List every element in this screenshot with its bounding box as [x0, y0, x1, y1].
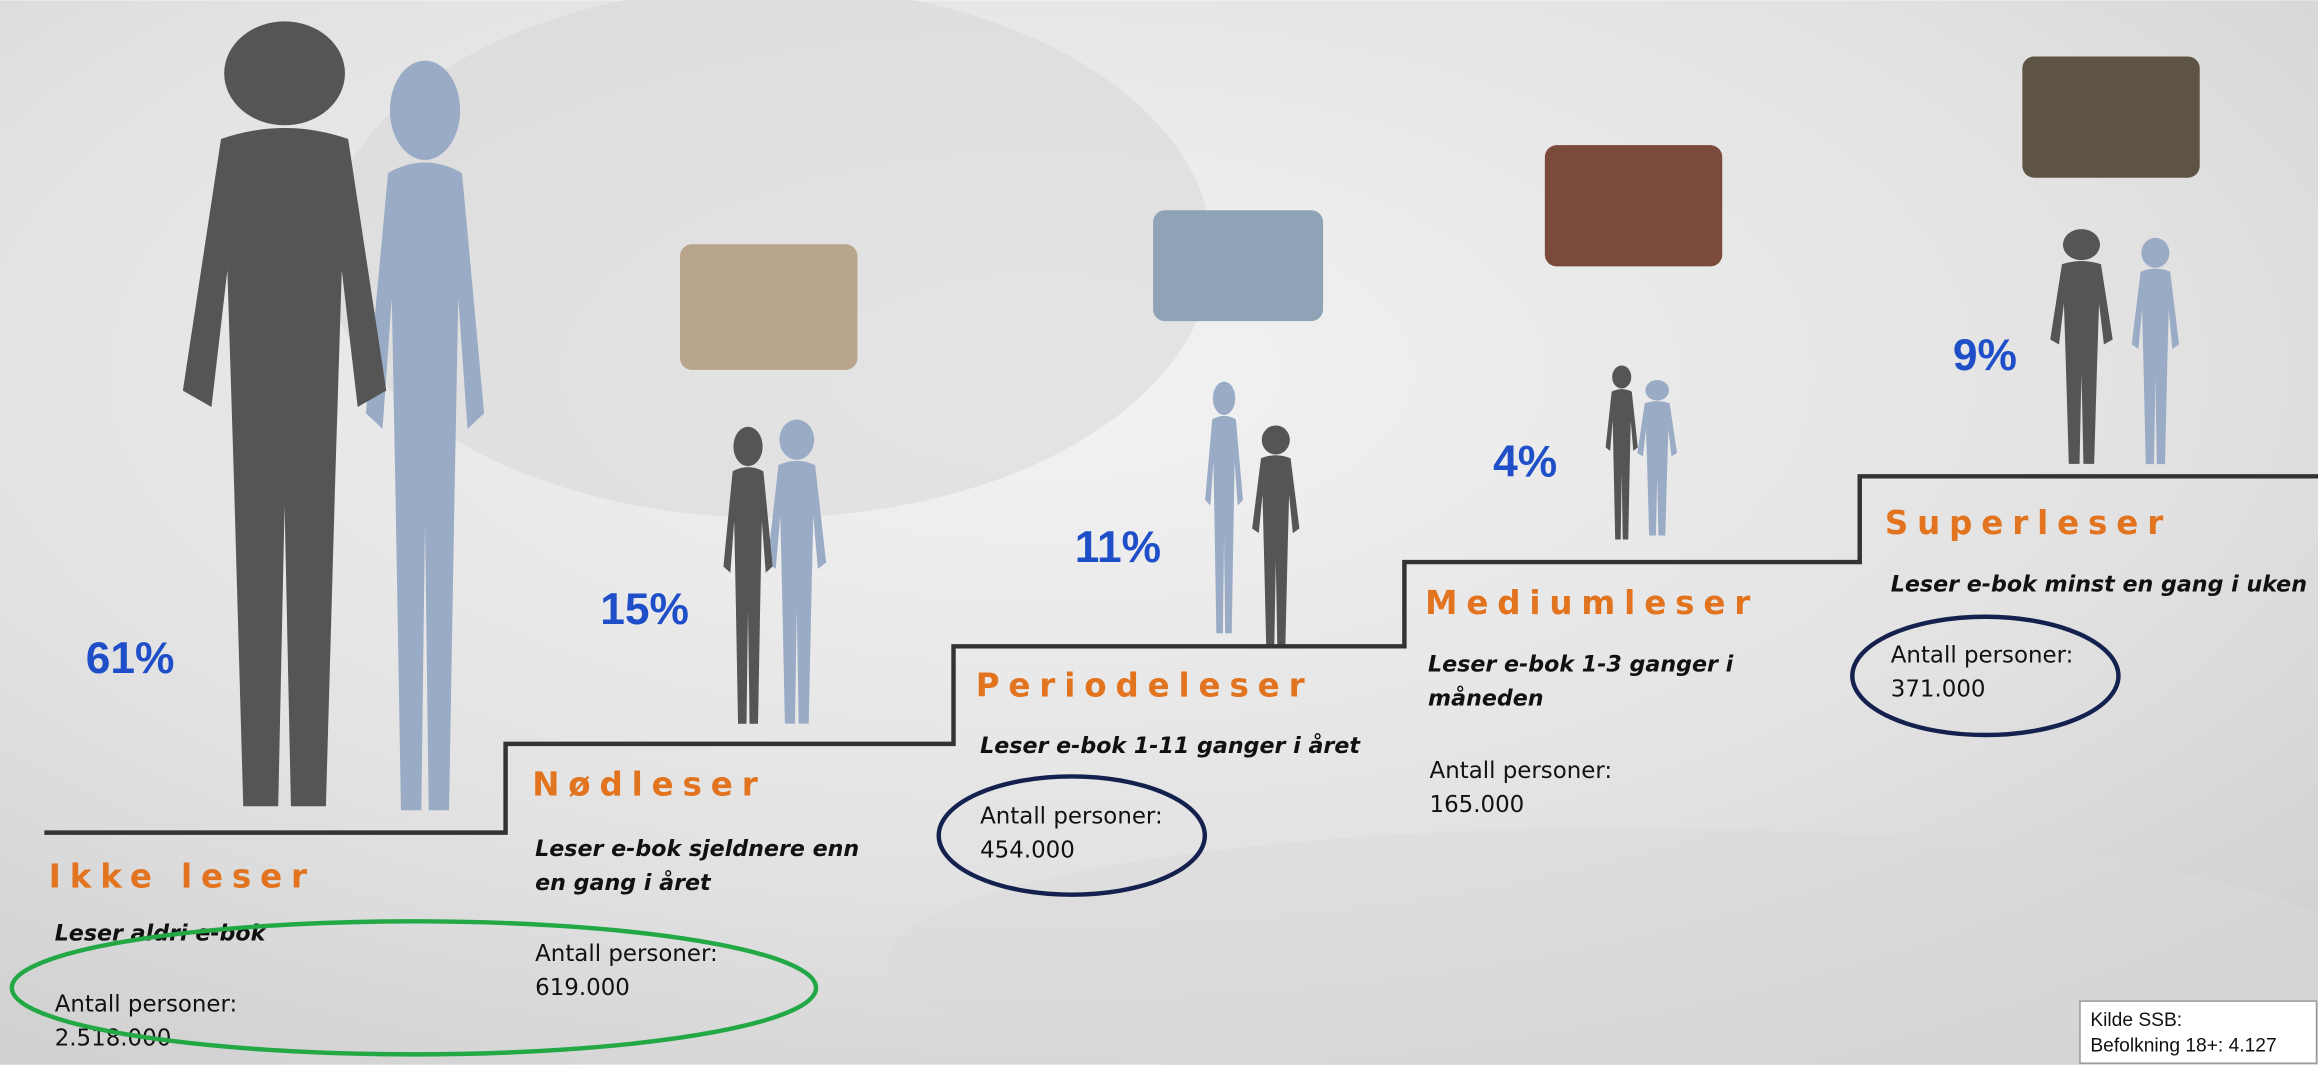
description: Leser e-bok sjeldnere enn — [535, 836, 859, 862]
count: 371.000 — [1891, 677, 1986, 703]
photo — [680, 244, 857, 370]
segment-title: Nødleser — [532, 766, 766, 804]
percent: 4% — [1493, 437, 1557, 486]
infographic: 61% Ikke leser Leser aldri e-bok Antall … — [0, 0, 2318, 1065]
count: 454.000 — [980, 838, 1075, 864]
percent: 11% — [1075, 523, 1161, 572]
segment-title: Ikke leser — [49, 857, 316, 895]
count-label: Antall personer: — [1430, 758, 1613, 784]
description: Leser e-bok 1-11 ganger i året — [980, 732, 1361, 759]
source-text: Befolkning 18+: 4.127 — [2090, 1035, 2276, 1056]
percent: 61% — [86, 634, 175, 683]
segment-title: Mediumleser — [1425, 584, 1759, 622]
percent: 9% — [1953, 331, 2017, 380]
description: Leser aldri e-bok — [55, 921, 267, 947]
count-label: Antall personer: — [55, 991, 238, 1017]
photo — [1545, 145, 1722, 266]
page: {"segments": [ {"title": "Ikke leser", "… — [0, 0, 2318, 1065]
percent: 15% — [600, 585, 689, 634]
description: måneden — [1428, 684, 1544, 711]
count-label: Antall personer: — [1891, 643, 2074, 669]
count: 165.000 — [1430, 792, 1525, 818]
description: Leser e-bok minst en gang i uken — [1891, 572, 2307, 598]
description: en gang i året — [535, 869, 712, 896]
segment-title: Superleser — [1885, 504, 2172, 542]
photo — [1153, 210, 1323, 321]
description: Leser e-bok 1-3 ganger i — [1428, 651, 1734, 677]
count: 619.000 — [535, 975, 630, 1001]
source-text: Kilde SSB: — [2090, 1010, 2182, 1031]
count-label: Antall personer: — [535, 941, 718, 967]
segment-title: Periodeleser — [976, 667, 1314, 705]
photo — [2022, 56, 2199, 177]
count-label: Antall personer: — [980, 804, 1163, 830]
